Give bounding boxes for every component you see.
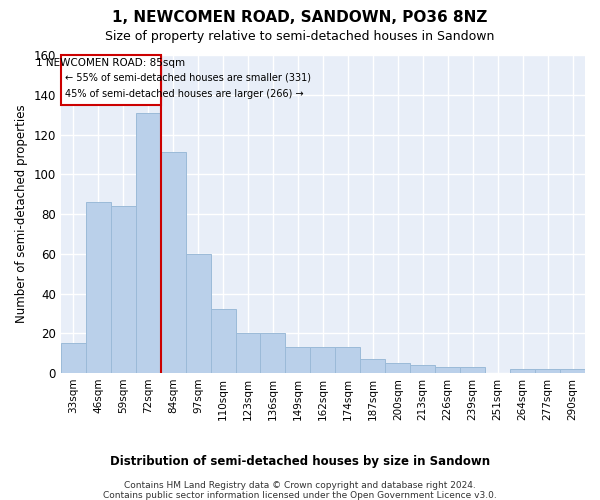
Bar xyxy=(385,363,410,373)
Text: 1 NEWCOMEN ROAD: 85sqm: 1 NEWCOMEN ROAD: 85sqm xyxy=(36,58,185,68)
Bar xyxy=(361,359,385,373)
Bar xyxy=(111,206,136,373)
Text: ← 55% of semi-detached houses are smaller (331): ← 55% of semi-detached houses are smalle… xyxy=(65,73,311,83)
Text: Distribution of semi-detached houses by size in Sandown: Distribution of semi-detached houses by … xyxy=(110,455,490,468)
Bar xyxy=(86,202,111,373)
Bar xyxy=(61,343,86,373)
Y-axis label: Number of semi-detached properties: Number of semi-detached properties xyxy=(15,104,28,324)
Bar xyxy=(136,112,161,373)
Bar xyxy=(185,254,211,373)
Bar xyxy=(535,369,560,373)
Bar xyxy=(510,369,535,373)
Text: Contains public sector information licensed under the Open Government Licence v3: Contains public sector information licen… xyxy=(103,491,497,500)
Bar xyxy=(260,334,286,373)
Bar xyxy=(286,347,310,373)
Text: Size of property relative to semi-detached houses in Sandown: Size of property relative to semi-detach… xyxy=(106,30,494,43)
Bar xyxy=(335,347,361,373)
Bar xyxy=(161,152,185,373)
Bar xyxy=(310,347,335,373)
Bar xyxy=(460,367,485,373)
Bar xyxy=(236,334,260,373)
Bar xyxy=(435,367,460,373)
Bar xyxy=(410,365,435,373)
Text: Contains HM Land Registry data © Crown copyright and database right 2024.: Contains HM Land Registry data © Crown c… xyxy=(124,481,476,490)
Bar xyxy=(211,310,236,373)
Text: 45% of semi-detached houses are larger (266) →: 45% of semi-detached houses are larger (… xyxy=(65,89,303,99)
Text: 1, NEWCOMEN ROAD, SANDOWN, PO36 8NZ: 1, NEWCOMEN ROAD, SANDOWN, PO36 8NZ xyxy=(112,10,488,25)
Bar xyxy=(61,55,161,104)
Bar xyxy=(560,369,585,373)
